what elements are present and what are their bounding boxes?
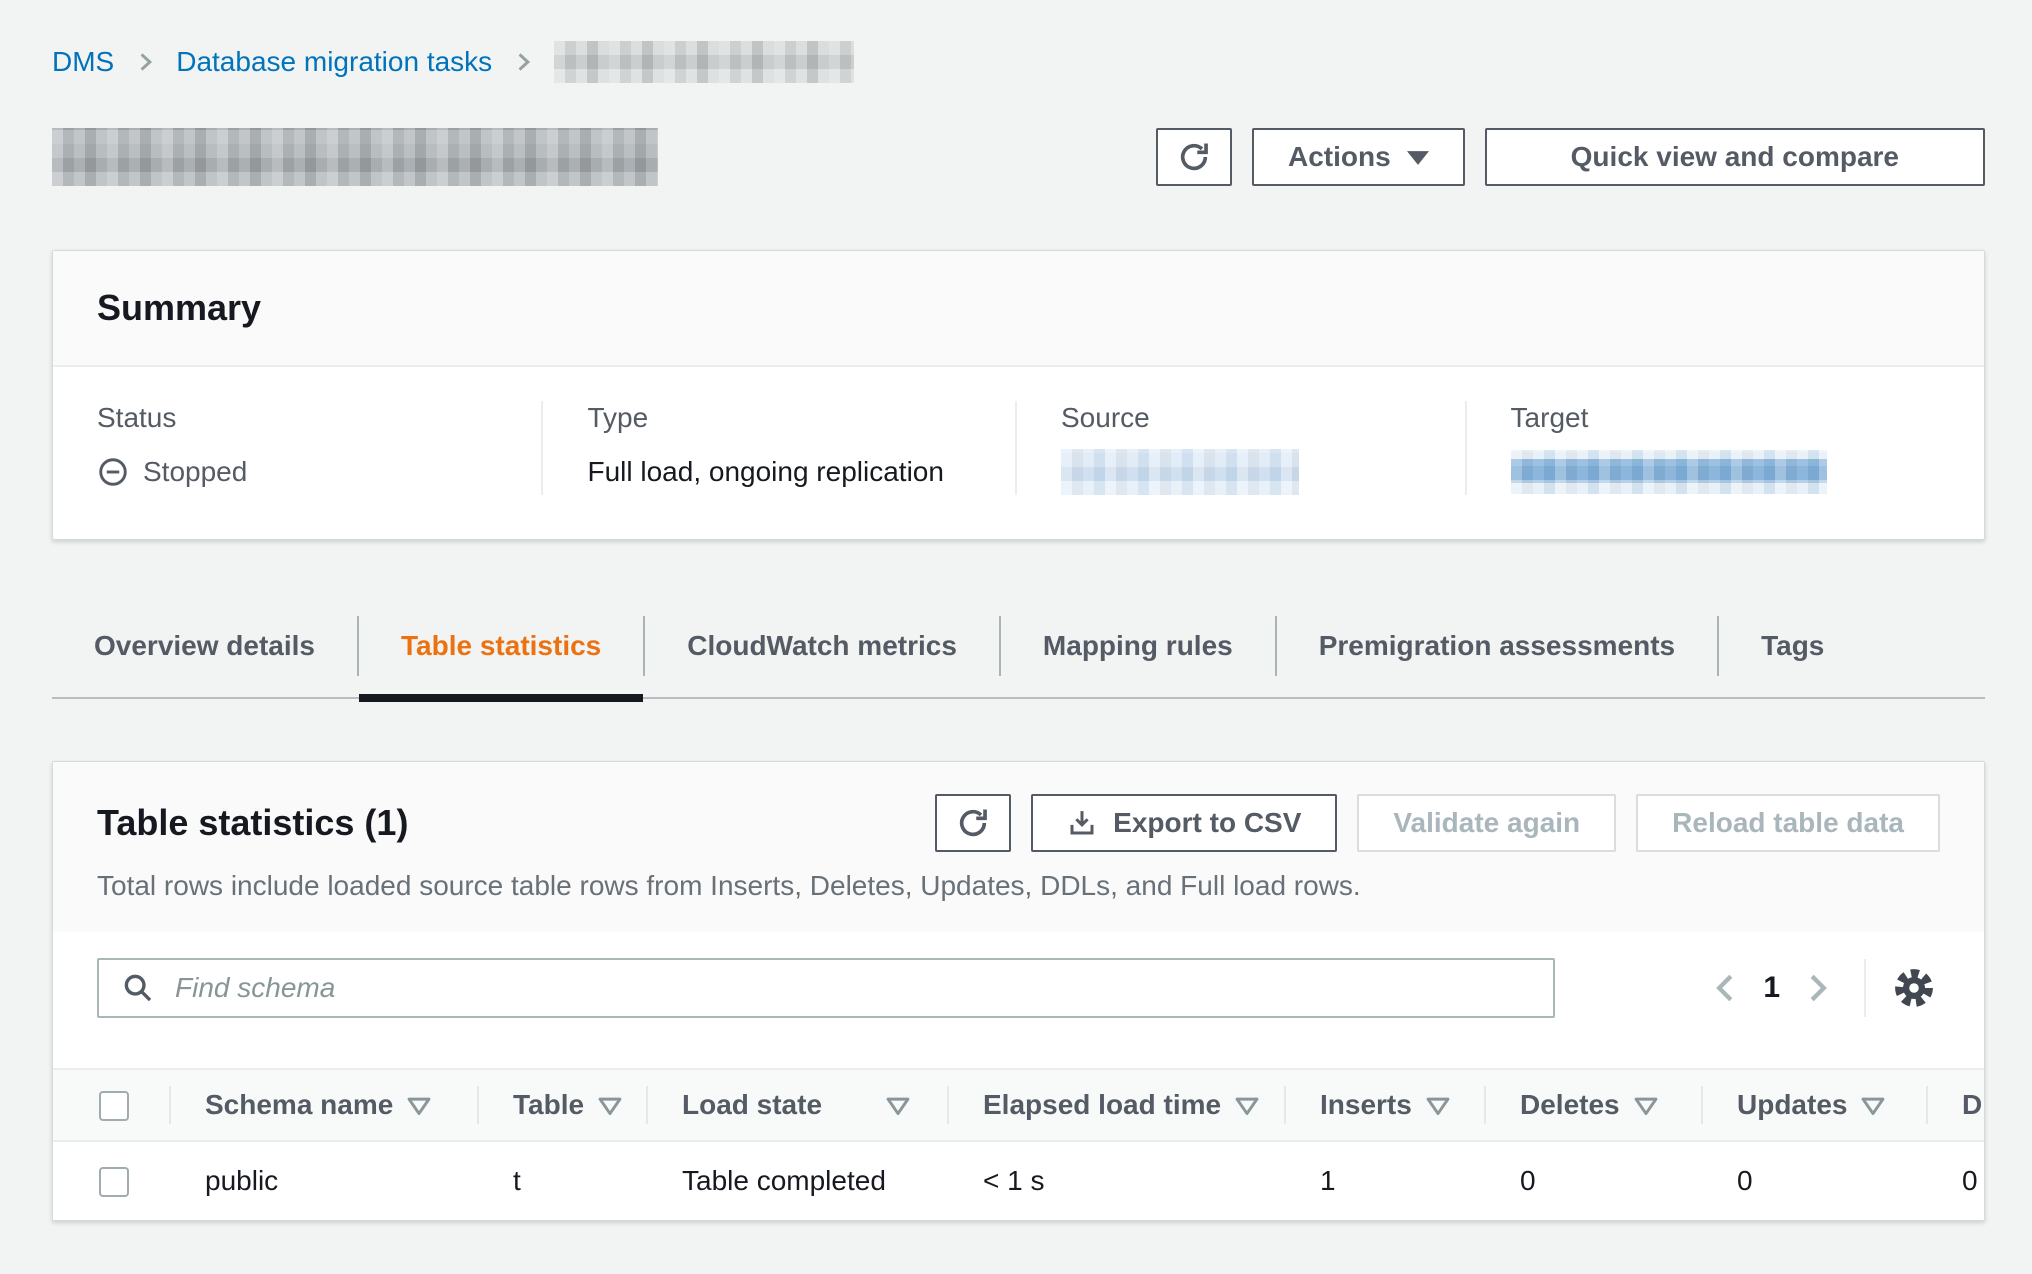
page-actions: Actions Quick view and compare bbox=[1155, 128, 1985, 186]
quick-view-compare-button[interactable]: Quick view and compare bbox=[1484, 128, 1985, 186]
tab-premigration-assessments[interactable]: Premigration assessments bbox=[1318, 630, 1676, 661]
table-statistics-table: Schema name Table Load state Elapsed loa… bbox=[53, 1068, 1984, 1220]
cell-load-state: Table completed bbox=[682, 1165, 886, 1196]
status-label: Status bbox=[97, 402, 177, 433]
tab-cloudwatch-metrics[interactable]: CloudWatch metrics bbox=[687, 630, 957, 661]
redacted-source-link[interactable] bbox=[1061, 449, 1299, 495]
refresh-button[interactable] bbox=[1155, 128, 1232, 186]
next-page-button[interactable] bbox=[1794, 964, 1842, 1012]
table-statistics-card: Table statistics (1) Export to CSV bbox=[52, 761, 1985, 1221]
column-header-deletes[interactable]: Deletes bbox=[1484, 1069, 1701, 1141]
type-value: Full load, ongoing replication bbox=[587, 456, 944, 487]
actions-button[interactable]: Actions bbox=[1251, 128, 1465, 186]
stopped-status-icon bbox=[99, 458, 127, 486]
find-schema-input[interactable] bbox=[97, 958, 1555, 1018]
chevron-left-icon bbox=[1716, 974, 1733, 1002]
tab-tags[interactable]: Tags bbox=[1761, 630, 1825, 661]
current-page-number[interactable]: 1 bbox=[1763, 971, 1780, 1004]
table-toolbar: 1 bbox=[53, 932, 1984, 1018]
sort-icon bbox=[598, 1097, 622, 1115]
cell-inserts: 1 bbox=[1320, 1165, 1336, 1196]
tab-mapping-rules[interactable]: Mapping rules bbox=[1042, 630, 1233, 661]
row-checkbox[interactable] bbox=[99, 1167, 129, 1198]
tab-separator bbox=[643, 616, 646, 676]
cell-schema-name: public bbox=[205, 1165, 279, 1196]
cell-table: t bbox=[513, 1165, 521, 1196]
breadcrumb-link-tasks[interactable]: Database migration tasks bbox=[176, 46, 493, 77]
tab-separator bbox=[1717, 616, 1720, 676]
schema-search bbox=[97, 958, 1555, 1018]
redacted-page-title bbox=[52, 128, 658, 186]
table-statistics-header: Table statistics (1) Export to CSV bbox=[53, 762, 1984, 932]
table-statistics-actions: Export to CSV Validate again Reload tabl… bbox=[935, 794, 1940, 852]
table-header-row: Schema name Table Load state Elapsed loa… bbox=[53, 1069, 1984, 1141]
previous-page-button[interactable] bbox=[1701, 964, 1749, 1012]
summary-status-field: Status Stopped bbox=[53, 401, 541, 495]
summary-card: Summary Status Stopped Type Full load, o… bbox=[52, 250, 1985, 540]
cell-ddls: 0 bbox=[1962, 1165, 1978, 1196]
chevron-right-icon bbox=[512, 51, 534, 73]
sort-icon bbox=[1634, 1097, 1658, 1115]
column-header-updates[interactable]: Updates bbox=[1701, 1069, 1926, 1141]
status-value: Stopped bbox=[97, 449, 497, 495]
redacted-target-link[interactable] bbox=[1510, 450, 1827, 494]
table-preferences-button[interactable] bbox=[1888, 962, 1940, 1014]
reload-table-data-button[interactable]: Reload table data bbox=[1636, 794, 1940, 852]
tab-separator bbox=[357, 616, 360, 676]
column-header-ddls[interactable]: DDLs bbox=[1926, 1069, 1984, 1141]
summary-card-header: Summary bbox=[53, 251, 1984, 367]
dms-task-page: DMS Database migration tasks Actions bbox=[52, 40, 1985, 1221]
export-to-csv-button[interactable]: Export to CSV bbox=[1031, 794, 1338, 852]
table-row: public t Table completed < 1 s 1 0 0 0 bbox=[53, 1141, 1984, 1220]
table-refresh-button[interactable] bbox=[935, 794, 1012, 852]
column-header-schema-name[interactable]: Schema name bbox=[169, 1069, 477, 1141]
gear-icon bbox=[1895, 969, 1933, 1007]
table-statistics-title: Table statistics (1) bbox=[97, 802, 409, 843]
refresh-icon bbox=[960, 809, 988, 837]
breadcrumb: DMS Database migration tasks bbox=[52, 40, 1985, 84]
column-header-elapsed-load-time[interactable]: Elapsed load time bbox=[947, 1069, 1284, 1141]
sort-icon bbox=[1862, 1097, 1885, 1115]
pagination: 1 bbox=[1701, 959, 1940, 1017]
pagination-divider bbox=[1864, 959, 1866, 1017]
type-label: Type bbox=[587, 402, 649, 433]
column-header-inserts[interactable]: Inserts bbox=[1284, 1069, 1484, 1141]
column-header-table[interactable]: Table bbox=[477, 1069, 646, 1141]
column-header-load-state[interactable]: Load state bbox=[646, 1069, 947, 1141]
task-detail-tabs: Overview details Table statistics CloudW… bbox=[52, 595, 1985, 702]
table-statistics-description: Total rows include loaded source table r… bbox=[97, 870, 1361, 901]
sort-icon bbox=[1426, 1097, 1450, 1115]
sort-icon bbox=[1235, 1097, 1259, 1115]
summary-source-field: Source bbox=[1015, 401, 1465, 495]
cell-deletes: 0 bbox=[1520, 1165, 1536, 1196]
page-header: Actions Quick view and compare bbox=[52, 126, 1985, 188]
tab-table-statistics[interactable]: Table statistics bbox=[359, 595, 644, 702]
source-label: Source bbox=[1061, 402, 1150, 433]
chevron-right-icon bbox=[134, 51, 156, 73]
cell-updates: 0 bbox=[1737, 1165, 1753, 1196]
download-icon bbox=[1070, 811, 1094, 835]
breadcrumb-link-dms[interactable]: DMS bbox=[52, 46, 115, 77]
summary-type-field: Type Full load, ongoing replication bbox=[541, 401, 1015, 495]
target-label: Target bbox=[1510, 402, 1589, 433]
select-all-cell bbox=[53, 1069, 169, 1141]
caret-down-icon bbox=[1406, 150, 1429, 165]
refresh-icon bbox=[1180, 143, 1208, 171]
validate-again-button[interactable]: Validate again bbox=[1357, 794, 1617, 852]
tab-separator bbox=[998, 616, 1001, 676]
redacted-task-name-crumb bbox=[554, 41, 855, 83]
summary-body: Status Stopped Type Full load, ongoing r… bbox=[53, 367, 1984, 539]
sort-icon bbox=[407, 1097, 431, 1115]
cell-elapsed-load-time: < 1 s bbox=[983, 1165, 1045, 1196]
select-all-checkbox[interactable] bbox=[99, 1091, 129, 1122]
tab-overview-details[interactable]: Overview details bbox=[94, 630, 316, 661]
chevron-right-icon bbox=[1810, 974, 1827, 1002]
summary-title: Summary bbox=[97, 287, 262, 328]
summary-target-field: Target bbox=[1464, 401, 1984, 495]
tab-separator bbox=[1274, 616, 1277, 676]
sort-icon bbox=[886, 1097, 910, 1115]
